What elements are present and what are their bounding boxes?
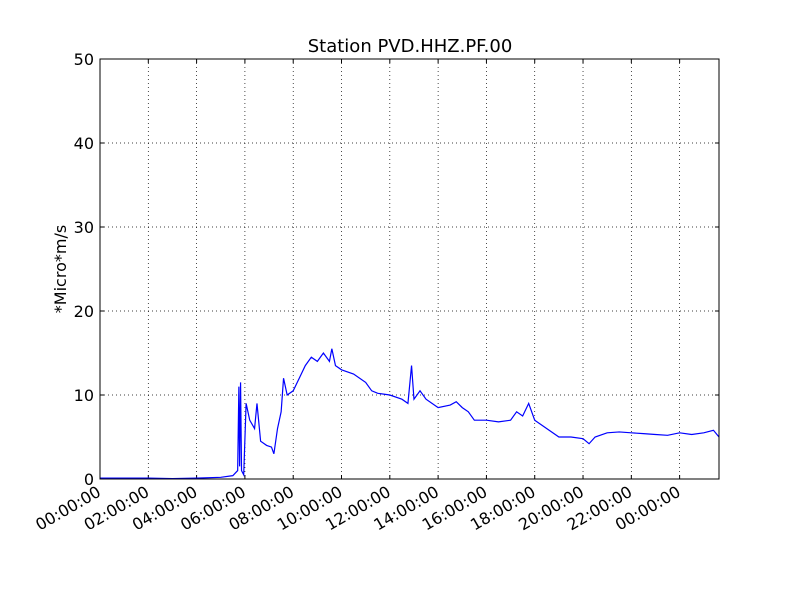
y-tick-label: 0 xyxy=(84,470,94,489)
chart-title: Station PVD.HHZ.PF.00 xyxy=(308,36,513,57)
plot-frame xyxy=(99,58,720,480)
y-tick-label: 20 xyxy=(74,302,94,321)
y-tick-label: 10 xyxy=(74,386,94,405)
y-axis-label: *Micro*m/s xyxy=(51,225,70,313)
y-tick-label: 30 xyxy=(74,218,94,237)
y-tick-label: 50 xyxy=(74,50,94,69)
data-line xyxy=(100,348,720,480)
y-tick-label: 40 xyxy=(74,134,94,153)
